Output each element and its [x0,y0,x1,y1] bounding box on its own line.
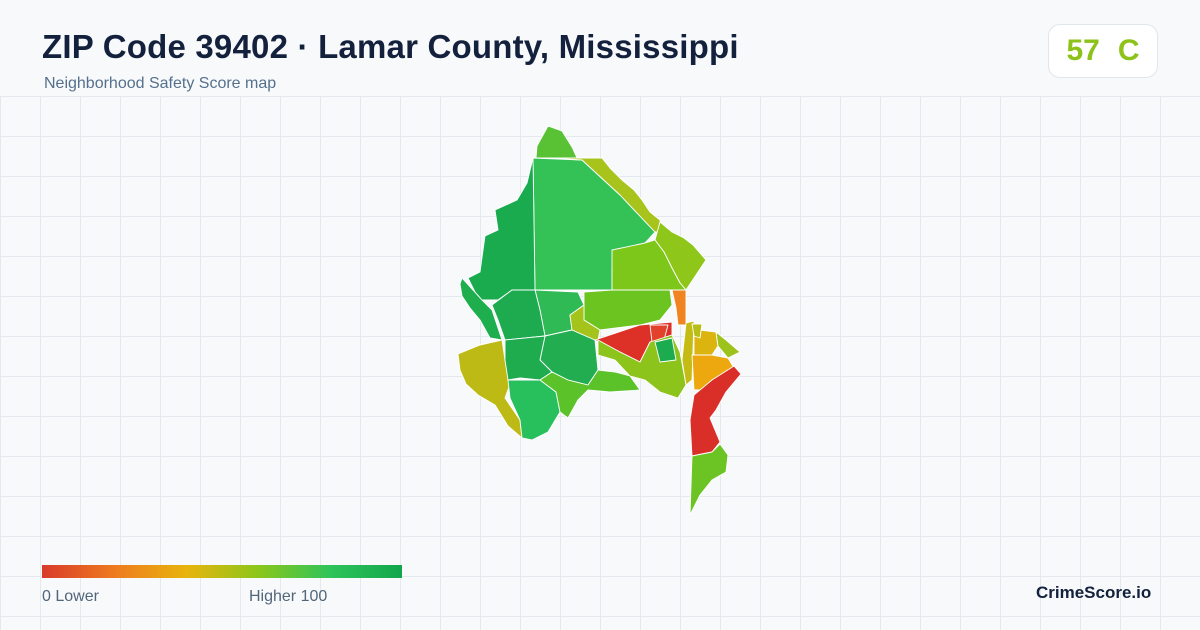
map-region-east-lightgreen-small[interactable] [715,331,741,359]
safety-score-badge: 57 C [1048,24,1158,78]
page-title: ZIP Code 39402 · Lamar County, Mississip… [42,28,739,65]
legend-min-label: 0 Lower [42,588,99,605]
map-region-orange-sliver[interactable] [671,289,687,326]
page-subtitle: Neighborhood Safety Score map [44,75,277,92]
score-value: 57 [1066,34,1100,67]
map-region-mid-yellow-green[interactable] [569,304,601,341]
map-region-east-small-green[interactable] [654,337,677,363]
map-region-east-small-yellow[interactable] [681,320,695,386]
brand-logo-text: CrimeScore.io [1036,583,1152,602]
map-region-far-north-tip[interactable] [535,125,578,159]
score-grade: C [1117,34,1140,67]
map-region-west-large[interactable] [467,157,536,301]
map-region-north-strip[interactable] [547,157,663,233]
map-region-south-tail-green[interactable] [689,443,729,516]
map-region-southeast-red[interactable] [689,365,742,457]
map-region-west-edge[interactable] [459,277,503,341]
map-region-south-mid-green[interactable] [539,369,641,419]
legend-max-label: Higher 100 [249,588,328,605]
legend-color-ramp [42,565,402,578]
map-region-east-olive-small[interactable] [691,323,703,339]
